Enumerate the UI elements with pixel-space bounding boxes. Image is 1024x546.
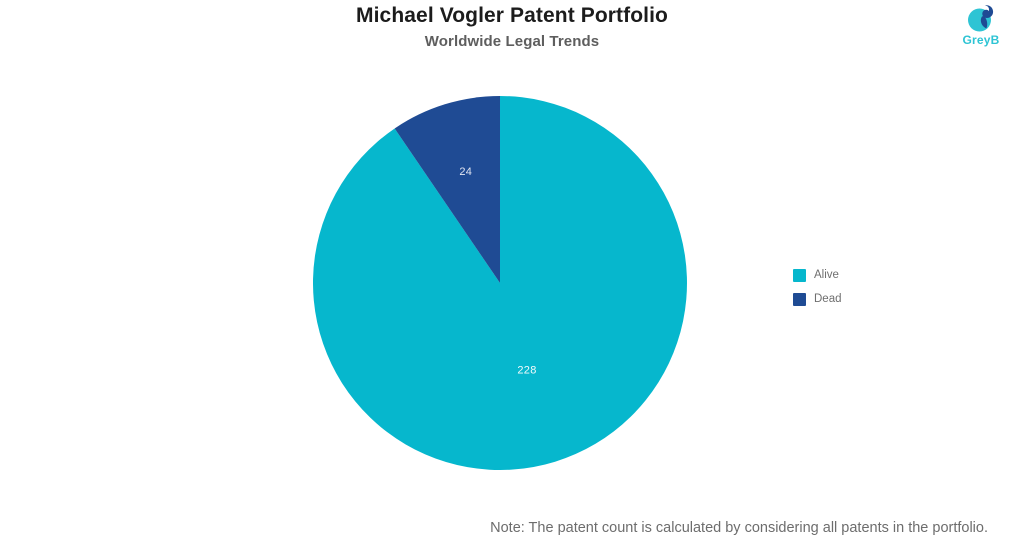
legend-item-alive[interactable]: Alive bbox=[793, 263, 943, 287]
pie-slice-dead[interactable] bbox=[394, 96, 500, 283]
pie-chart: 228 24 bbox=[313, 96, 687, 470]
legend-item-dead[interactable]: Dead bbox=[793, 287, 943, 311]
greyb-wordmark: GreyB bbox=[962, 33, 1000, 47]
greyb-logo: GreyB bbox=[952, 2, 1010, 56]
pie-chart-svg: 228 24 bbox=[313, 96, 687, 470]
pie-label-dead: 24 bbox=[459, 166, 472, 178]
chart-legend: Alive Dead bbox=[793, 263, 943, 311]
legend-swatch-dead bbox=[793, 292, 806, 306]
greyb-droplet-circle-icon bbox=[968, 5, 994, 32]
legend-label-dead: Dead bbox=[814, 292, 842, 305]
footer-note: Note: The patent count is calculated by … bbox=[490, 520, 988, 536]
page-title: Michael Vogler Patent Portfolio bbox=[356, 4, 668, 27]
chart-subtitle: Worldwide Legal Trends bbox=[424, 33, 600, 50]
legend-swatch-alive bbox=[793, 268, 806, 282]
legend-label-alive: Alive bbox=[814, 268, 839, 281]
pie-slice-alive[interactable] bbox=[313, 96, 687, 470]
pie-label-alive: 228 bbox=[517, 365, 536, 377]
